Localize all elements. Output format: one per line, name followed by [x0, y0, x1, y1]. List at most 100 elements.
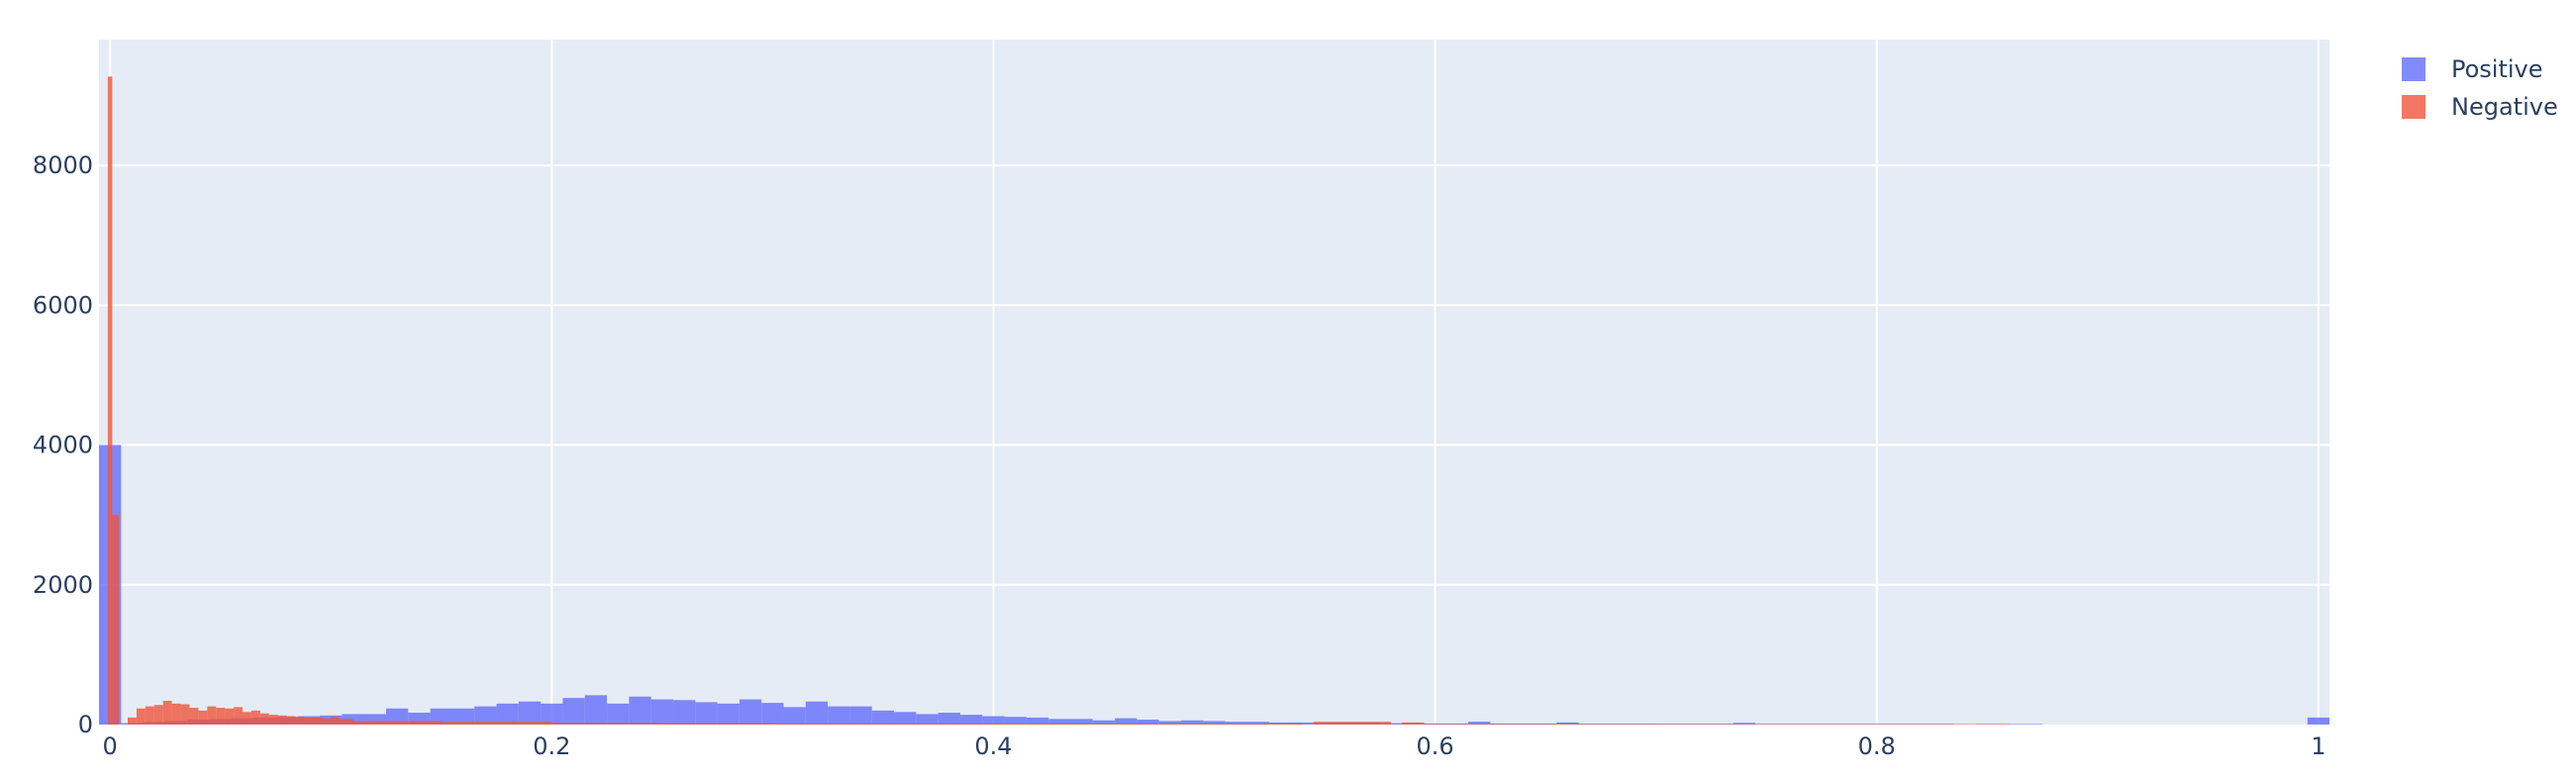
histogram-bar [1203, 721, 1226, 725]
histogram-bar [650, 699, 673, 725]
histogram-bar [1115, 718, 1138, 725]
histogram-bar [828, 706, 850, 725]
histogram-bar [430, 708, 475, 725]
histogram-bars [99, 76, 2329, 725]
y-tick-label: 0 [78, 711, 93, 738]
histogram-bar [342, 714, 386, 725]
histogram-bar [607, 703, 630, 725]
histogram-bar [385, 708, 409, 725]
histogram-bar [162, 700, 172, 725]
histogram-bar [1092, 720, 1116, 725]
histogram-bar [340, 719, 353, 725]
histogram-bar [145, 706, 154, 725]
histogram-bar [871, 710, 895, 725]
x-axis-tick-labels: 0 0.2 0.4 0.6 0.8 1 [103, 732, 2327, 760]
histogram-bar [717, 703, 740, 725]
histogram-bar [695, 702, 718, 725]
histogram-bar [1181, 720, 1204, 725]
histogram-bar [180, 704, 190, 725]
histogram-bar [107, 76, 113, 725]
histogram-bar [661, 723, 773, 725]
histogram-bar [1556, 722, 1579, 725]
histogram-bar [441, 722, 552, 725]
histogram-bar [772, 723, 883, 725]
histogram-bar [496, 703, 519, 725]
histogram-bar [304, 717, 314, 725]
histogram-bar [882, 723, 994, 725]
histogram-bar [1424, 724, 1656, 725]
legend-item-positive[interactable]: Positive [2402, 55, 2543, 83]
histogram-bar [474, 706, 497, 725]
histogram-bar [277, 715, 287, 725]
y-axis-tick-labels: 0 2000 4000 6000 8000 [33, 151, 93, 738]
x-tick-label: 0.4 [974, 732, 1012, 760]
histogram-bar [198, 710, 208, 725]
histogram-bar [551, 723, 662, 725]
histogram-bar [1158, 721, 1182, 725]
histogram-bar [916, 714, 939, 725]
histogram-bar [207, 706, 217, 725]
histogram-bar [982, 716, 1005, 725]
histogram-bar [136, 708, 146, 725]
legend-swatch [2402, 95, 2426, 119]
histogram-bar [171, 703, 181, 725]
histogram-bar [959, 715, 983, 725]
histogram-bar [518, 701, 542, 725]
histogram-bar [584, 695, 608, 725]
histogram-bar [225, 708, 235, 725]
y-tick-label: 8000 [33, 151, 93, 179]
x-tick-label: 0.8 [1858, 732, 1896, 760]
histogram-bar [286, 716, 296, 725]
histogram-bar [1468, 722, 1491, 725]
plot-area-background [99, 40, 2329, 725]
histogram-bar [993, 724, 1303, 725]
histogram-bar [783, 707, 806, 725]
histogram-bar [216, 708, 226, 725]
histogram-bar [322, 718, 332, 725]
histogram-bar [1004, 717, 1027, 725]
histogram-bar [541, 703, 563, 725]
histogram-bar [1402, 722, 1425, 725]
histogram-bar [2307, 717, 2329, 725]
histogram-bar [805, 701, 829, 725]
histogram-bar [112, 515, 120, 725]
histogram-bar [849, 706, 872, 725]
histogram-bar [234, 707, 243, 725]
x-tick-label: 0.6 [1416, 732, 1453, 760]
histogram-bar [739, 699, 762, 725]
histogram-bar [242, 712, 251, 725]
legend-label: Positive [2451, 55, 2543, 83]
histogram-bar [295, 717, 305, 725]
histogram-bar [761, 703, 784, 725]
histogram-bar [629, 696, 651, 725]
histogram-bar [1269, 722, 1314, 725]
histogram-bar [259, 713, 269, 725]
y-tick-label: 6000 [33, 291, 93, 319]
histogram-bar [313, 717, 323, 725]
histogram-bar [250, 710, 260, 725]
legend-label: Negative [2451, 93, 2558, 121]
histogram-bar [127, 717, 137, 725]
histogram-bar [331, 717, 341, 725]
legend[interactable]: Positive Negative [2402, 55, 2558, 121]
histogram-bar [352, 721, 442, 725]
histogram-bar [672, 700, 696, 725]
histogram-bar [562, 698, 585, 725]
y-tick-label: 4000 [33, 432, 93, 459]
histogram-bar [1733, 723, 1756, 725]
legend-swatch [2402, 57, 2426, 81]
histogram-bar [894, 712, 917, 725]
series-negative-bars [107, 76, 2010, 725]
histogram-bar [1137, 720, 1159, 725]
x-tick-label: 0 [103, 732, 118, 760]
histogram-bar [268, 715, 278, 725]
histogram-bar [938, 712, 960, 725]
histogram-bar [153, 705, 163, 725]
legend-item-negative[interactable]: Negative [2402, 93, 2558, 121]
histogram-bar [1313, 722, 1391, 725]
x-tick-label: 1 [2311, 732, 2326, 760]
histogram-bar [1225, 722, 1270, 725]
y-tick-label: 2000 [33, 571, 93, 599]
histogram-bar [1026, 717, 1049, 725]
